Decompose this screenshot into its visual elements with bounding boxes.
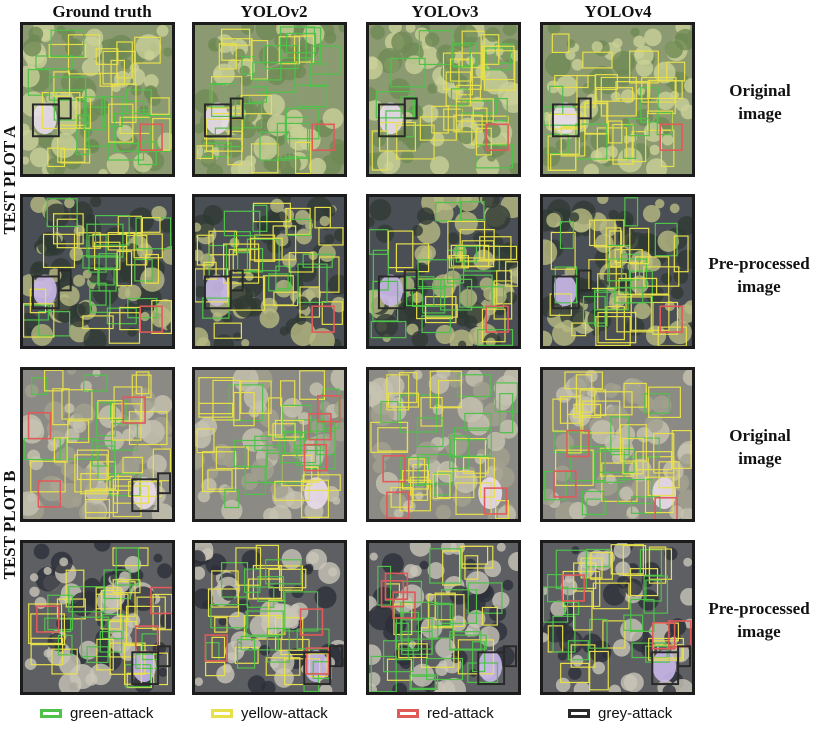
detection-image-tile: [192, 22, 347, 177]
row-label-line1: Original: [729, 81, 791, 100]
detection-image-tile: [192, 540, 347, 695]
column-header-yolov3: YOLOv3: [411, 2, 479, 21]
detection-image-tile: [366, 367, 521, 522]
detection-image-tile: [20, 22, 175, 177]
legend-label: grey-attack: [598, 705, 673, 722]
detection-image-tile: [20, 194, 175, 349]
row-label-line2: image: [738, 104, 782, 123]
legend-swatch-grey: [568, 709, 590, 718]
legend: green-attack yellow-attack red-attack gr…: [0, 705, 820, 727]
row-label-a-original: Original image: [700, 79, 820, 125]
row-label-line1: Original: [729, 426, 791, 445]
detection-image-tile: [540, 22, 695, 177]
row-label-line1: Pre-processed: [708, 254, 810, 273]
legend-item-red: red-attack: [397, 705, 494, 722]
column-header-yolov2: YOLOv2: [240, 2, 308, 21]
legend-swatch-green: [40, 709, 62, 718]
detection-image-tile: [20, 540, 175, 695]
plot-b-label: TEST PLOT B: [0, 470, 19, 580]
row-label-line1: Pre-processed: [708, 599, 810, 618]
row-label-b-original: Original image: [700, 424, 820, 470]
legend-label: red-attack: [427, 705, 494, 722]
legend-label: green-attack: [70, 705, 154, 722]
row-label-line2: image: [738, 449, 782, 468]
column-header-ground-truth: Ground truth: [52, 2, 152, 21]
detection-image-tile: [540, 540, 695, 695]
detection-image-tile: [540, 194, 695, 349]
detection-image-tile: [192, 194, 347, 349]
legend-item-green: green-attack: [40, 705, 153, 722]
row-label-line2: image: [737, 277, 781, 296]
detection-image-tile: [366, 194, 521, 349]
legend-label: yellow-attack: [241, 705, 328, 722]
legend-swatch-yellow: [211, 709, 233, 718]
detection-image-tile: [366, 540, 521, 695]
detection-image-tile: [192, 367, 347, 522]
detection-image-tile: [20, 367, 175, 522]
row-label-line2: image: [737, 622, 781, 641]
row-label-b-processed: Pre-processed image: [694, 597, 820, 643]
legend-item-yellow: yellow-attack: [211, 705, 328, 722]
column-header-yolov4: YOLOv4: [584, 2, 652, 21]
plot-a-label: TEST PLOT A: [0, 125, 19, 235]
row-label-a-processed: Pre-processed image: [694, 252, 820, 298]
legend-swatch-red: [397, 709, 419, 718]
legend-item-grey: grey-attack: [568, 705, 672, 722]
detection-image-tile: [540, 367, 695, 522]
detection-image-tile: [366, 22, 521, 177]
